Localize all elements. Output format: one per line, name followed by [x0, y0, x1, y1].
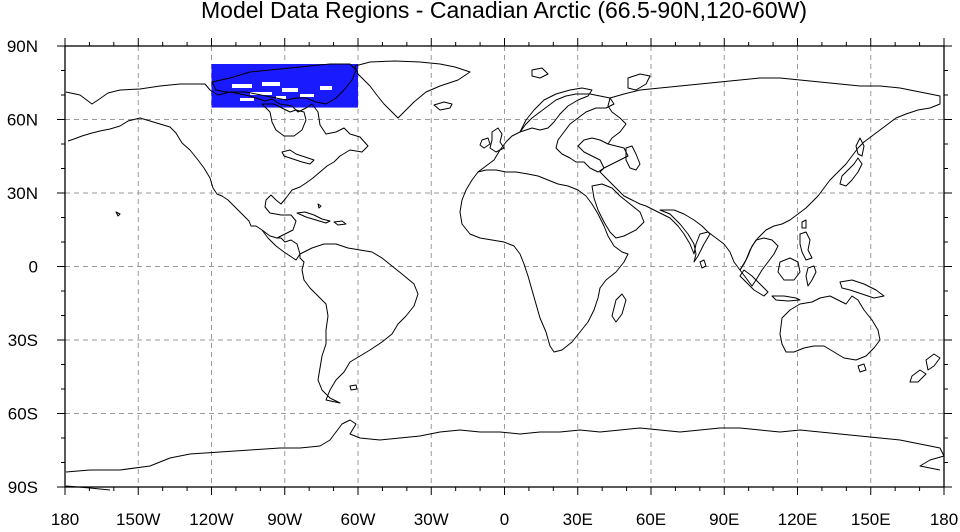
australia-coast — [779, 295, 881, 361]
region-water-gap — [232, 84, 252, 88]
map-title: Model Data Regions - Canadian Arctic (66… — [201, 0, 807, 23]
falklands-coast — [349, 384, 358, 391]
x-tick-label: 180 — [51, 510, 79, 529]
java-coast — [771, 295, 801, 302]
x-tick-label: 90W — [267, 510, 302, 529]
region-water-gap — [320, 86, 332, 90]
new-zealand-south-coast — [909, 369, 927, 383]
tasmania-coast — [857, 363, 867, 373]
x-tick-label: 180 — [930, 510, 958, 529]
y-tick-label: 0 — [29, 258, 38, 277]
north-america-coast — [65, 83, 369, 239]
antarctica-coast — [65, 419, 945, 473]
x-tick-label: 90E — [709, 510, 739, 529]
arabia-coast — [591, 183, 645, 239]
borneo-coast — [777, 257, 801, 281]
x-tick-label: 30E — [563, 510, 593, 529]
y-tick-label: 30S — [8, 331, 38, 350]
y-tick-label: 90S — [8, 478, 38, 497]
sakhalin-coast — [855, 137, 865, 157]
x-tick-label: 120E — [778, 510, 818, 529]
axis-ticks — [57, 38, 952, 495]
axis-labels: 180 150W 120W 90W 60W 30W 0 30E 60E 90E 120E 150E 18… — [7, 37, 958, 529]
central-america-coast — [261, 229, 301, 261]
great-lakes — [281, 149, 315, 165]
x-tick-label: 30W — [414, 510, 449, 529]
great-britain-coast — [489, 127, 505, 153]
y-tick-label: 30N — [7, 184, 38, 203]
region-water-gap — [282, 88, 298, 92]
gridlines — [65, 46, 944, 487]
caspian-sea — [625, 145, 641, 171]
canadian-arctic-region — [211, 64, 358, 108]
greenland-coast — [354, 60, 471, 119]
region-fill-north — [263, 64, 358, 78]
sumatra-coast — [739, 269, 769, 297]
new-zealand-coast — [925, 353, 941, 371]
south-america-coast — [299, 243, 419, 404]
y-tick-label: 60N — [7, 111, 38, 130]
madagascar-coast — [611, 293, 627, 323]
sulawesi-coast — [805, 265, 817, 287]
x-tick-label: 60W — [341, 510, 376, 529]
taiwan-coast — [801, 219, 807, 229]
philippines-coast — [799, 231, 813, 261]
iceland-coast — [433, 101, 453, 111]
hudson-bay-coast — [261, 103, 307, 137]
ireland-coast — [479, 137, 491, 149]
region-water-gap — [300, 94, 314, 97]
hawaii-coast — [115, 211, 121, 217]
y-tick-label: 90N — [7, 37, 38, 56]
region-water-gap — [276, 96, 286, 99]
coastlines — [65, 60, 945, 491]
indochina-coast — [739, 237, 779, 287]
africa-coast — [459, 169, 629, 353]
asia-coast — [599, 77, 941, 271]
x-tick-label: 0 — [500, 510, 509, 529]
x-tick-label: 60E — [636, 510, 666, 529]
x-tick-label: 150W — [116, 510, 160, 529]
hispaniola-coast — [333, 220, 347, 226]
region-water-gap — [262, 82, 280, 86]
y-tick-label: 60S — [8, 405, 38, 424]
svalbard-coast — [531, 67, 549, 79]
region-water-gap — [240, 98, 254, 101]
new-guinea-coast — [839, 279, 885, 299]
novaya-zemlya-coast — [627, 73, 651, 91]
bahamas-coast — [317, 203, 322, 209]
cuba-coast — [296, 211, 331, 224]
scandinavia-coast — [519, 87, 593, 133]
sri-lanka-coast — [699, 259, 707, 269]
arctic-islands-coast — [211, 63, 357, 105]
x-tick-label: 120W — [189, 510, 233, 529]
europe-coast — [477, 93, 615, 173]
india-coast — [659, 209, 711, 263]
region-water-gap — [250, 92, 272, 95]
x-tick-label: 150E — [851, 510, 891, 529]
japan-coast — [839, 157, 863, 187]
